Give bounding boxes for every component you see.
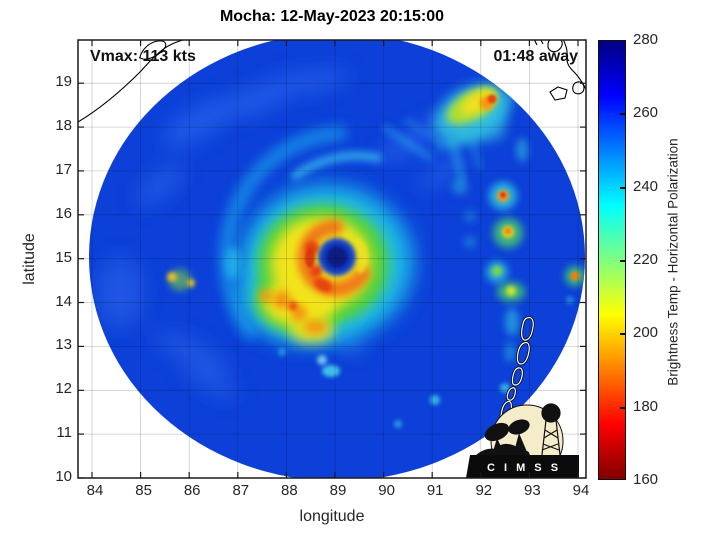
colorbar-tick-label: 220 [633, 251, 659, 268]
vmax-annotation: Vmax: 113 kts [90, 48, 196, 65]
x-tick-label: 94 [572, 482, 590, 499]
chart-title: Mocha: 12-May-2023 20:15:00 [219, 8, 445, 25]
y-tick-label: 13 [55, 336, 72, 354]
cyclone-core [167, 185, 413, 343]
cimss-banner [466, 455, 579, 478]
x-tick-label: 86 [183, 482, 201, 499]
y-axis-label: latitude [21, 233, 38, 285]
y-tick-label: 10 [55, 468, 72, 485]
colorbar-tick-label: 160 [633, 471, 659, 488]
colorbar-tick-label: 280 [633, 31, 659, 48]
y-tick-label: 12 [55, 380, 72, 398]
colorbar-tick-label: 180 [633, 397, 659, 415]
x-tick-label: 91 [426, 482, 444, 499]
colorbar-tick-label: 240 [633, 177, 659, 195]
colorbar-label: Brightness Temp - Horizontal Polarizatio… [665, 138, 681, 386]
south-specks [278, 348, 440, 428]
x-tick-label: 93 [524, 482, 541, 499]
cimss-logo: C I M S S [466, 403, 579, 478]
eyewall-crescent [297, 219, 371, 297]
swath-texture [96, 68, 469, 399]
x-tick-label: 84 [86, 482, 104, 499]
x-tick-label: 88 [281, 482, 298, 499]
y-tick-label: 18 [55, 117, 72, 135]
coastline-northwest [78, 40, 185, 123]
coastline-northeast [533, 40, 586, 101]
cimss-banner-text: C I M S S [487, 462, 561, 474]
colorbar-tick [620, 186, 626, 189]
axis-tick-marks [78, 40, 586, 479]
spiral-bands [219, 118, 448, 339]
colorbar-tick [620, 406, 626, 409]
colorbar-tick [620, 113, 626, 116]
x-tick-label: 89 [329, 482, 347, 499]
colorbar-tick [620, 260, 626, 262]
island-chain-coastline [499, 316, 535, 428]
swath-image [89, 40, 585, 478]
ne-convective-band [432, 83, 528, 222]
colorbar-tick [620, 333, 626, 336]
x-axis-label: longitude [299, 508, 365, 525]
y-tick-label: 15 [55, 248, 72, 266]
y-tick-label: 16 [55, 204, 72, 222]
y-tick-label: 17 [55, 160, 72, 178]
y-tick-label: 19 [55, 73, 72, 91]
water-tower-icon [541, 403, 561, 456]
x-tick-label: 92 [475, 482, 493, 499]
colorbar-tick-label: 260 [633, 104, 659, 122]
y-tick-label: 11 [56, 424, 72, 442]
colorbar-tick-label: 200 [633, 324, 659, 342]
time-away-annotation: 01:48 away [493, 48, 578, 65]
x-tick-label: 85 [135, 482, 152, 499]
grid-lines [78, 40, 586, 478]
x-tick-label: 87 [232, 482, 250, 499]
scattered-cells [464, 182, 585, 393]
x-tick-label: 90 [378, 482, 395, 499]
y-tick-label: 14 [55, 292, 72, 310]
